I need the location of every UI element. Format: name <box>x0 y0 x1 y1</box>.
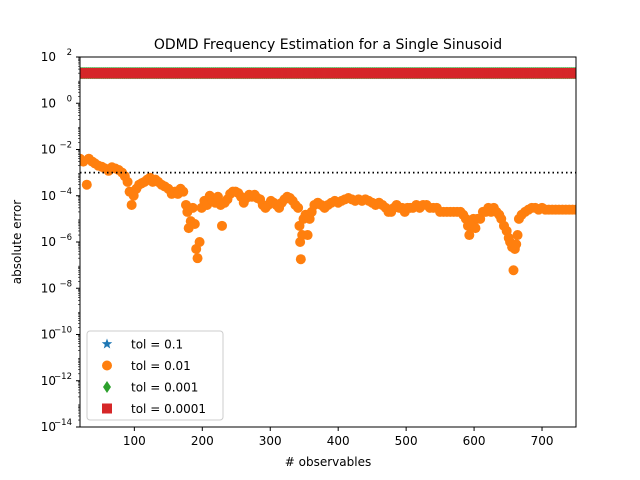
point-square <box>571 68 576 79</box>
x-tick-label: 400 <box>327 434 350 448</box>
legend-frame <box>86 330 224 421</box>
y-tick-exponent: −14 <box>54 418 72 428</box>
y-tick-label: 10 <box>41 50 56 64</box>
legend-marker-diamond <box>103 381 111 393</box>
y-tick-exponent: −10 <box>54 326 72 336</box>
x-axis-title: # observables <box>285 455 371 469</box>
y-tick-label: 10 <box>41 420 56 434</box>
x-tick-label: 600 <box>463 434 486 448</box>
legend-marker-circle <box>102 360 112 371</box>
x-tick-label: 100 <box>123 434 146 448</box>
data-point <box>464 230 475 241</box>
y-tick-label: 10 <box>41 235 56 249</box>
data-point <box>571 204 576 215</box>
y-tick-exponent: −4 <box>59 187 72 197</box>
data-point <box>212 191 223 202</box>
data-point <box>122 176 133 187</box>
data-point <box>217 220 228 231</box>
legend-label: tol = 0.01 <box>131 359 191 373</box>
data-point <box>508 265 519 276</box>
y-tick-exponent: 0 <box>67 94 72 104</box>
y-tick-exponent: 2 <box>67 48 72 58</box>
legend-marker-star <box>101 338 113 349</box>
x-tick-label: 500 <box>395 434 418 448</box>
data-point <box>470 223 481 234</box>
data-point <box>293 202 304 213</box>
legend-label: tol = 0.001 <box>131 381 198 395</box>
y-tick-exponent: −2 <box>59 141 72 151</box>
chart-title: ODMD Frequency Estimation for a Single S… <box>154 37 502 53</box>
y-tick-label: 10 <box>41 374 56 388</box>
data-point <box>194 237 205 247</box>
data-point <box>189 219 200 230</box>
data-point <box>302 230 313 241</box>
data-point <box>511 239 522 250</box>
y-tick-label: 10 <box>41 189 56 203</box>
series-circle <box>80 153 576 276</box>
x-tick-label: 700 <box>531 434 554 448</box>
y-tick-label: 10 <box>41 96 56 110</box>
legend-marker-square <box>102 403 112 414</box>
y-axis-title: absolute error <box>10 200 24 285</box>
data-point <box>295 254 306 265</box>
y-tick-label: 10 <box>41 281 56 295</box>
y-tick-exponent: −12 <box>54 372 72 382</box>
y-tick-label: 10 <box>41 143 56 157</box>
legend-label: tol = 0.0001 <box>131 402 206 416</box>
x-tick-label: 200 <box>191 434 214 448</box>
data-point <box>187 202 198 213</box>
legend-label: tol = 0.1 <box>131 338 183 352</box>
data-point <box>512 230 523 241</box>
data-point <box>178 186 189 197</box>
series-square <box>80 68 576 79</box>
data-point <box>126 199 137 210</box>
y-tick-exponent: −8 <box>59 279 72 289</box>
x-axis: 100 200 300 400 500 600 700 <box>123 427 554 448</box>
legend: tol = 0.1 tol = 0.01 tol = 0.001 tol = 0.00… <box>86 330 224 421</box>
data-point <box>192 253 203 264</box>
y-tick-exponent: −6 <box>59 233 72 243</box>
series-layer <box>80 67 576 276</box>
y-tick-label: 10 <box>41 328 56 342</box>
data-point <box>81 179 92 190</box>
x-tick-label: 300 <box>259 434 282 448</box>
